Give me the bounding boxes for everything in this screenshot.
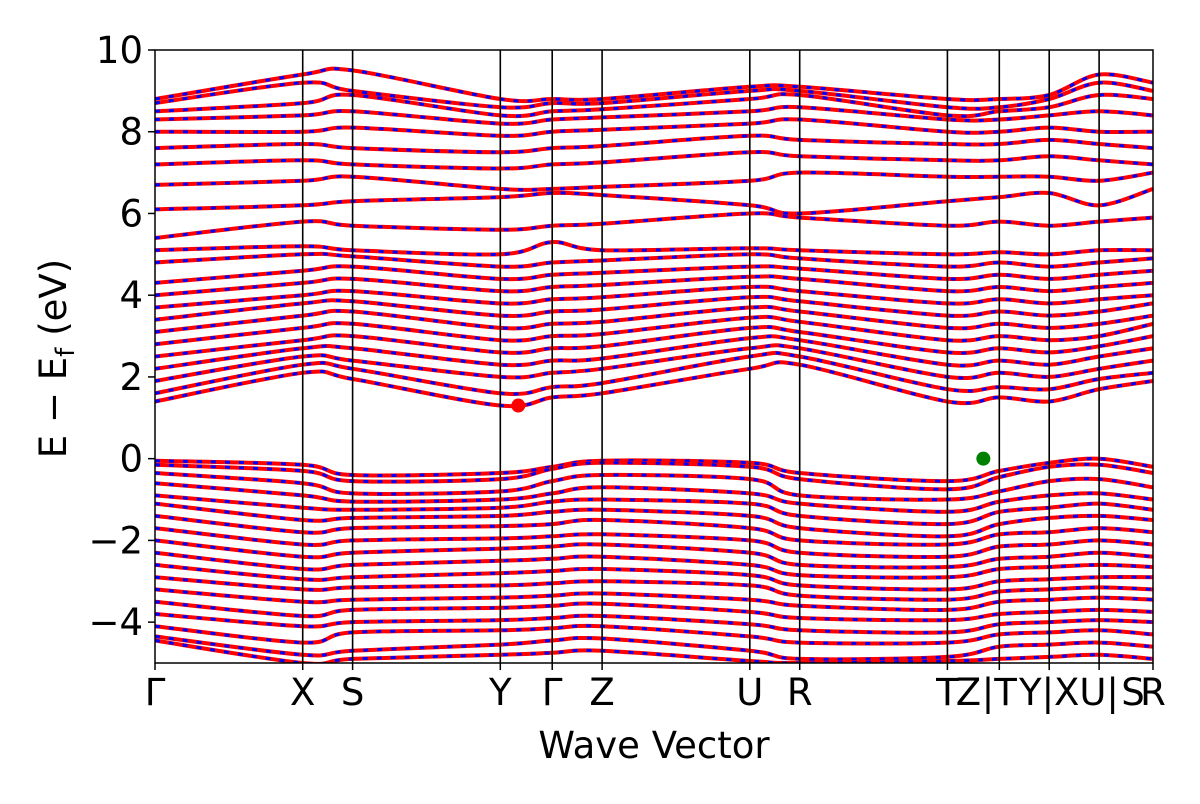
kpoint-label: |T — [982, 671, 1017, 714]
cbm-marker — [511, 398, 526, 413]
x-axis-title: Wave Vector — [538, 724, 770, 767]
conduction-band-6-spin-down — [155, 315, 1153, 346]
conduction-band-7-spin-down — [155, 305, 1153, 334]
kpoint-label: Y|X — [1018, 671, 1079, 714]
conduction-band-10-spin-down — [155, 274, 1153, 297]
kpoint-label: U — [736, 671, 763, 714]
bands-layer — [155, 66, 1153, 663]
y-tick-label: 6 — [119, 192, 143, 235]
y-tick-label: 10 — [96, 29, 143, 72]
valence-band-18-spin-down — [155, 639, 1153, 663]
conduction-band-18-spin-down — [155, 134, 1153, 154]
kpoint-label: S — [1121, 671, 1145, 714]
conduction-band-23-spin-down — [155, 67, 1153, 103]
conduction-band-17-spin-up — [155, 150, 1153, 171]
valence-band-5-spin-down — [155, 493, 1153, 526]
valence-band-7-spin-down — [155, 514, 1153, 547]
y-axis-ticks: −4 −2 0 2 4 6 8 10 — [88, 29, 155, 644]
valence-band-2-spin-down — [155, 461, 1153, 491]
valence-band-3-spin-down — [155, 471, 1153, 502]
conduction-band-15-spin-up — [155, 186, 1153, 216]
plot-frame — [154, 49, 1154, 664]
y-tick-label: 2 — [119, 356, 143, 399]
conduction-band-2-spin-down — [155, 351, 1153, 396]
conduction-band-13-spin-down — [155, 240, 1153, 257]
conduction-band-21-spin-down — [155, 92, 1153, 118]
valence-band-13-spin-down — [155, 587, 1153, 612]
conduction-band-9-spin-down — [155, 285, 1153, 309]
conduction-band-18-spin-up — [155, 133, 1153, 155]
conduction-band-16-spin-down — [155, 171, 1153, 192]
conduction-band-19-spin-up — [155, 117, 1153, 138]
kpoint-label: U| — [1079, 671, 1119, 714]
kpoint-label: Γ — [542, 671, 563, 714]
conduction-band-14-spin-up — [155, 211, 1153, 240]
valence-band-11-spin-down — [155, 563, 1153, 592]
valence-band-14-spin-down — [155, 600, 1153, 622]
conduction-band-17-spin-down — [155, 150, 1153, 170]
kpoint-label: R — [1140, 671, 1166, 714]
kpoint-label: X — [290, 671, 315, 714]
conduction-band-3-spin-down — [155, 343, 1153, 383]
conduction-band-22-spin-down — [155, 80, 1153, 111]
kpoint-label: T — [935, 671, 959, 714]
conduction-band-1-spin-down — [155, 360, 1153, 408]
y-tick-label: −2 — [88, 519, 143, 562]
y-axis-title-main: E − E — [32, 357, 75, 458]
conduction-band-12-spin-up — [155, 251, 1153, 269]
valence-band-16-spin-down — [155, 624, 1153, 645]
conduction-band-5-spin-down — [155, 325, 1153, 358]
valence-band-1-spin-down — [155, 457, 1153, 483]
conduction-band-15-spin-down — [155, 187, 1153, 216]
valence-band-4-spin-down — [155, 481, 1153, 514]
band-edge-markers — [511, 398, 991, 466]
kpoint-label: S — [341, 671, 365, 714]
kpoint-label: Γ — [145, 671, 166, 714]
conduction-band-20-spin-down — [155, 105, 1153, 126]
conduction-band-14-spin-down — [155, 211, 1153, 240]
kpoint-label: Z — [589, 671, 614, 714]
y-tick-label: 8 — [119, 111, 143, 154]
conduction-band-8-spin-down — [155, 295, 1153, 322]
conduction-band-4-spin-down — [155, 334, 1153, 371]
vbm-marker — [976, 451, 991, 466]
kpoint-label: R — [787, 671, 813, 714]
valence-band-10-spin-down — [155, 551, 1153, 580]
x-axis-kpoint-labels: Γ X S Y Γ Z U R TZ |T Y|X U| SR — [145, 663, 1166, 714]
y-tick-label: −4 — [88, 601, 143, 644]
valence-band-6-spin-down — [155, 502, 1153, 538]
valence-band-12-spin-down — [155, 575, 1153, 602]
conduction-band-12-spin-down — [155, 252, 1153, 269]
valence-band-9-spin-down — [155, 538, 1153, 569]
valence-band-15-spin-down — [155, 612, 1153, 635]
conduction-band-11-spin-down — [155, 264, 1153, 285]
kpoint-divider-lines — [301, 50, 1100, 663]
kpoint-label: Z — [956, 671, 981, 714]
valence-band-17-spin-down — [155, 634, 1153, 661]
kpoint-label: Y — [488, 671, 512, 714]
y-axis-title-sub: f — [51, 347, 81, 357]
y-axis-title-unit: (eV) — [32, 259, 75, 336]
y-tick-label: 0 — [119, 438, 143, 481]
conduction-band-19-spin-down — [155, 117, 1153, 138]
valence-band-8-spin-down — [155, 526, 1153, 559]
y-axis-title: E − Ef (eV) — [32, 259, 81, 458]
conduction-band-16-spin-up — [155, 170, 1153, 192]
y-tick-label: 4 — [119, 274, 143, 317]
